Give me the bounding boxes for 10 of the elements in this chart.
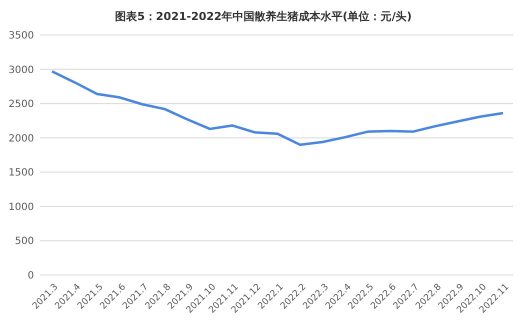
y-tick-label: 500: [14, 236, 34, 248]
y-tick-label: 3500: [8, 30, 34, 42]
y-tick-label: 1000: [8, 202, 34, 213]
chart-title: 图表5：2021-2022年中国散养生猪成本水平(单位：元/头): [115, 10, 412, 23]
y-tick-label: 3000: [8, 64, 34, 76]
y-tick-label: 2500: [8, 99, 34, 110]
line-series: [50, 70, 504, 146]
y-tick-label: 0: [28, 270, 34, 282]
y-tick-label: 2000: [8, 133, 34, 144]
y-tick-label: 1500: [8, 168, 34, 179]
